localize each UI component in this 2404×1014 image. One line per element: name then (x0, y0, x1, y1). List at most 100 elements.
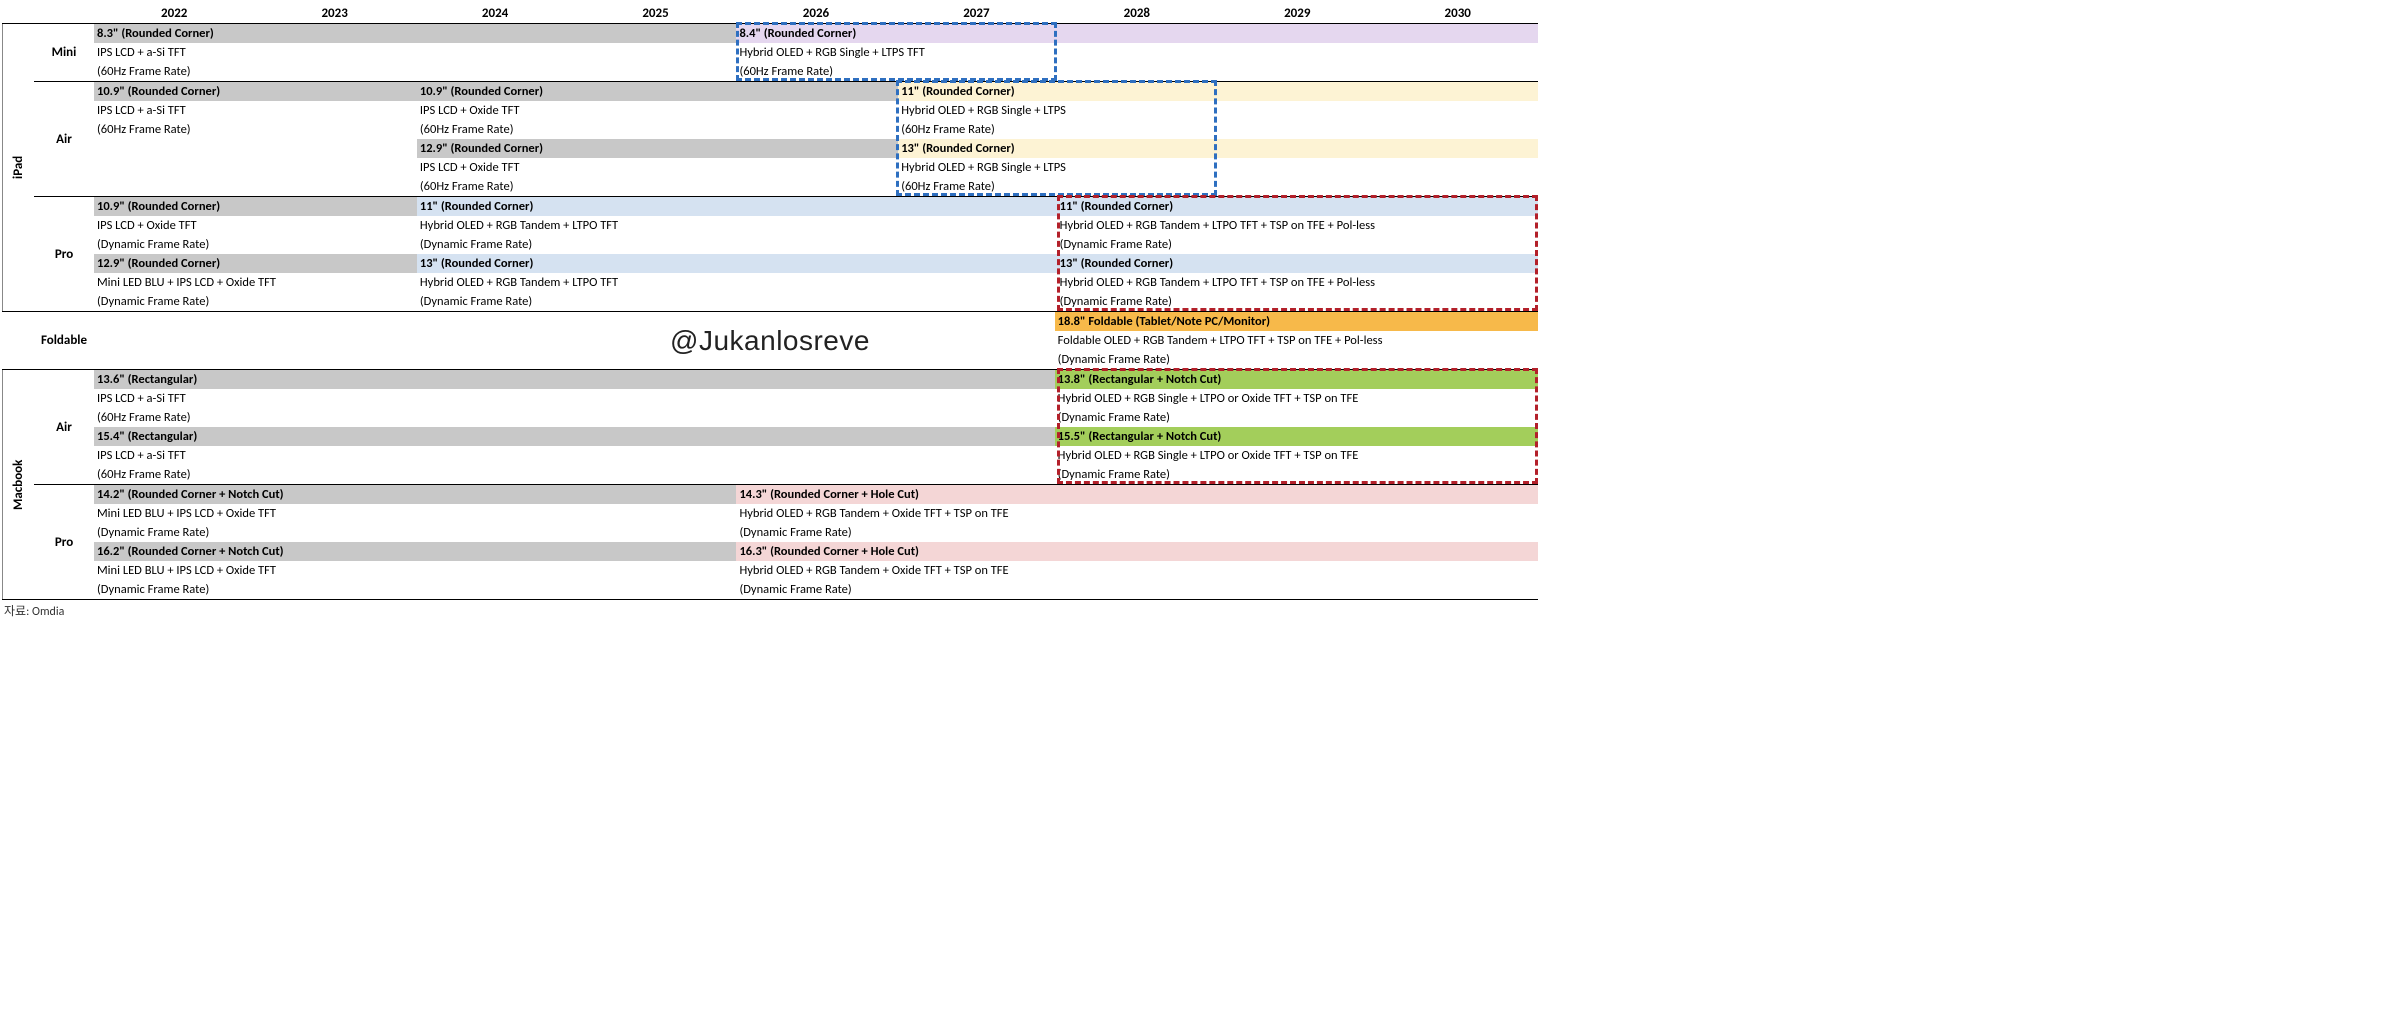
year-2023: 2023 (254, 4, 414, 23)
roadmap-chart: 202220232024202520262027202820292030iPad… (2, 4, 1538, 600)
timeline-row: (Dynamic Frame Rate)(Dynamic Frame Rate) (94, 523, 1538, 542)
timeline-row: 13.6" (Rectangular)13.8" (Rectangular + … (94, 370, 1538, 389)
timeline-row: (60Hz Frame Rate)(60Hz Frame Rate)(60Hz … (94, 120, 1538, 139)
year-2029: 2029 (1217, 4, 1377, 23)
product-label: Pro (34, 485, 94, 599)
product-group: Pro14.2" (Rounded Corner + Notch Cut)14.… (34, 485, 1538, 599)
timeline-segment: (Dynamic Frame Rate) (1055, 408, 1538, 427)
timeline-segment: (60Hz Frame Rate) (94, 120, 417, 139)
timeline-segment: Hybrid OLED + RGB Tandem + Oxide TFT + T… (736, 561, 1538, 580)
timeline-segment: 15.5" (Rectangular + Notch Cut) (1055, 427, 1538, 446)
timeline-segment: 14.3" (Rounded Corner + Hole Cut) (736, 485, 1538, 504)
timeline-row: 10.9" (Rounded Corner)11" (Rounded Corne… (94, 197, 1538, 216)
timeline-segment: 8.3" (Rounded Corner) (94, 24, 736, 43)
timeline-segment: Hybrid OLED + RGB Tandem + LTPO TFT + TS… (1057, 273, 1538, 292)
category-label: Macbook (2, 370, 34, 599)
timeline-segment: IPS LCD + a-Si TFT (94, 43, 736, 62)
timeline-segment: Mini LED BLU + IPS LCD + Oxide TFT (94, 561, 736, 580)
timeline-row: (Dynamic Frame Rate) (94, 350, 1538, 369)
product-label: Air (34, 82, 94, 196)
timeline-segment: (Dynamic Frame Rate) (417, 292, 1057, 311)
timeline-segment: 10.9" (Rounded Corner) (94, 197, 417, 216)
timeline-row: 8.3" (Rounded Corner)8.4" (Rounded Corne… (94, 24, 1538, 43)
timeline-segment: (Dynamic Frame Rate) (736, 580, 1538, 599)
timeline-segment: (60Hz Frame Rate) (898, 177, 1538, 196)
timeline-segment: 12.9" (Rounded Corner) (417, 139, 898, 158)
product-group: Foldable 18.8" Foldable (Tablet/Note PC/M… (34, 312, 1538, 369)
timeline-segment: 11" (Rounded Corner) (1057, 197, 1538, 216)
timeline-segment: (60Hz Frame Rate) (94, 408, 1055, 427)
timeline-segment: (Dynamic Frame Rate) (1055, 465, 1538, 484)
product-label: Foldable (34, 312, 94, 369)
timeline-row: (Dynamic Frame Rate)(Dynamic Frame Rate)… (94, 292, 1538, 311)
timeline-segment: Hybrid OLED + RGB Single + LTPO or Oxide… (1055, 446, 1538, 465)
timeline-segment: Hybrid OLED + RGB Single + LTPS (898, 158, 1538, 177)
timeline-segment: (Dynamic Frame Rate) (94, 292, 417, 311)
timeline-segment: (Dynamic Frame Rate) (417, 235, 1057, 254)
timeline-row: (60Hz Frame Rate)(Dynamic Frame Rate) (94, 465, 1538, 484)
timeline-segment: (60Hz Frame Rate) (94, 62, 736, 81)
product-label: Air (34, 370, 94, 484)
category-label: iPad (2, 24, 34, 311)
timeline-row: IPS LCD + Oxide TFTHybrid OLED + RGB Sin… (94, 158, 1538, 177)
year-2028: 2028 (1057, 4, 1217, 23)
timeline-segment: (Dynamic Frame Rate) (1055, 350, 1538, 369)
timeline-segment: 13" (Rounded Corner) (898, 139, 1538, 158)
timeline-row: 10.9" (Rounded Corner)10.9" (Rounded Cor… (94, 82, 1538, 101)
timeline-row: (Dynamic Frame Rate)(Dynamic Frame Rate)… (94, 235, 1538, 254)
year-2030: 2030 (1378, 4, 1538, 23)
timeline-segment: Foldable OLED + RGB Tandem + LTPO TFT + … (1055, 331, 1538, 350)
timeline-row: Mini LED BLU + IPS LCD + Oxide TFTHybrid… (94, 561, 1538, 580)
timeline-segment: 16.2" (Rounded Corner + Notch Cut) (94, 542, 736, 561)
year-2026: 2026 (736, 4, 896, 23)
timeline-segment: (60Hz Frame Rate) (94, 465, 1055, 484)
timeline-row: IPS LCD + a-Si TFTHybrid OLED + RGB Sing… (94, 43, 1538, 62)
timeline-row: IPS LCD + a-Si TFTIPS LCD + Oxide TFTHyb… (94, 101, 1538, 120)
timeline-segment: 14.2" (Rounded Corner + Notch Cut) (94, 485, 736, 504)
category-section: iPadMini8.3" (Rounded Corner)8.4" (Round… (2, 24, 1538, 312)
timeline-segment: IPS LCD + Oxide TFT (417, 101, 898, 120)
category-section: Foldable 18.8" Foldable (Tablet/Note PC/M… (2, 312, 1538, 370)
timeline-segment: (Dynamic Frame Rate) (94, 235, 417, 254)
timeline-row: IPS LCD + a-Si TFTHybrid OLED + RGB Sing… (94, 446, 1538, 465)
timeline-row: 14.2" (Rounded Corner + Notch Cut)14.3" … (94, 485, 1538, 504)
timeline-segment: (60Hz Frame Rate) (736, 62, 1538, 81)
timeline-segment: (60Hz Frame Rate) (417, 177, 898, 196)
timeline-segment: (Dynamic Frame Rate) (94, 580, 736, 599)
timeline-segment: 18.8" Foldable (Tablet/Note PC/Monitor) (1055, 312, 1538, 331)
category-label (2, 312, 34, 369)
timeline-segment: Hybrid OLED + RGB Tandem + LTPO TFT (417, 216, 1057, 235)
timeline-segment: 10.9" (Rounded Corner) (417, 82, 898, 101)
timeline-segment: IPS LCD + a-Si TFT (94, 101, 417, 120)
timeline-row: 18.8" Foldable (Tablet/Note PC/Monitor) (94, 312, 1538, 331)
timeline-row: 12.9" (Rounded Corner)13" (Rounded Corne… (94, 254, 1538, 273)
timeline-segment: (Dynamic Frame Rate) (94, 523, 736, 542)
timeline-segment: 15.4" (Rectangular) (94, 427, 1055, 446)
timeline-row: (Dynamic Frame Rate)(Dynamic Frame Rate) (94, 580, 1538, 599)
year-2024: 2024 (415, 4, 575, 23)
timeline-segment: 16.3" (Rounded Corner + Hole Cut) (736, 542, 1538, 561)
timeline-segment: IPS LCD + Oxide TFT (94, 216, 417, 235)
timeline-segment: Mini LED BLU + IPS LCD + Oxide TFT (94, 504, 736, 523)
timeline-segment: 11" (Rounded Corner) (417, 197, 1057, 216)
timeline-segment: (Dynamic Frame Rate) (1057, 235, 1538, 254)
timeline-segment: 11" (Rounded Corner) (898, 82, 1538, 101)
timeline-segment: (60Hz Frame Rate) (898, 120, 1538, 139)
year-header: 202220232024202520262027202820292030 (2, 4, 1538, 24)
timeline-segment: IPS LCD + Oxide TFT (417, 158, 898, 177)
timeline-row: 16.2" (Rounded Corner + Notch Cut)16.3" … (94, 542, 1538, 561)
timeline-row: Foldable OLED + RGB Tandem + LTPO TFT + … (94, 331, 1538, 350)
year-2022: 2022 (94, 4, 254, 23)
product-label: Pro (34, 197, 94, 311)
timeline-row: Mini LED BLU + IPS LCD + Oxide TFTHybrid… (94, 504, 1538, 523)
timeline-row: (60Hz Frame Rate)(60Hz Frame Rate) (94, 62, 1538, 81)
timeline-segment: (Dynamic Frame Rate) (736, 523, 1538, 542)
timeline-segment: Hybrid OLED + RGB Single + LTPS (898, 101, 1538, 120)
timeline-segment: 13" (Rounded Corner) (1057, 254, 1538, 273)
timeline-segment: 13.8" (Rectangular + Notch Cut) (1055, 370, 1538, 389)
product-group: Air13.6" (Rectangular)13.8" (Rectangular… (34, 370, 1538, 485)
timeline-segment: Hybrid OLED + RGB Single + LTPO or Oxide… (1055, 389, 1538, 408)
timeline-row: Mini LED BLU + IPS LCD + Oxide TFTHybrid… (94, 273, 1538, 292)
category-section: MacbookAir13.6" (Rectangular)13.8" (Rect… (2, 370, 1538, 600)
timeline-segment: Hybrid OLED + RGB Single + LTPS TFT (736, 43, 1538, 62)
